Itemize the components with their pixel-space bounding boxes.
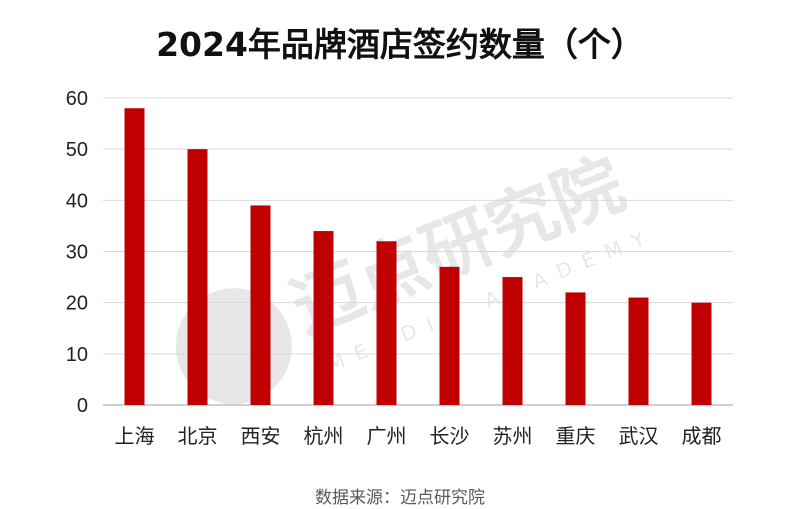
chart-title: 2024年品牌酒店签约数量（个） bbox=[156, 25, 644, 64]
source-note: 数据来源：迈点研究院 bbox=[315, 488, 485, 508]
y-tick-label: 40 bbox=[66, 190, 88, 212]
x-tick-label: 武汉 bbox=[619, 424, 659, 448]
y-tick-label: 30 bbox=[66, 242, 88, 264]
bar-7 bbox=[565, 292, 586, 405]
x-tick-label: 长沙 bbox=[430, 424, 470, 448]
y-tick-label: 50 bbox=[66, 139, 88, 161]
bars bbox=[124, 108, 712, 405]
bar-5 bbox=[439, 266, 460, 405]
x-tick-label: 广州 bbox=[367, 424, 407, 448]
bar-8 bbox=[628, 297, 649, 405]
y-tick-label: 20 bbox=[66, 293, 88, 315]
bar-6 bbox=[502, 277, 523, 405]
bar-4 bbox=[376, 241, 397, 405]
y-axis-ticks: 0 10 20 30 40 50 60 bbox=[66, 88, 88, 417]
bar-2 bbox=[250, 205, 271, 405]
bar-1 bbox=[187, 149, 208, 405]
x-tick-label: 上海 bbox=[115, 424, 155, 448]
y-tick-label: 10 bbox=[66, 344, 88, 366]
x-tick-label: 成都 bbox=[682, 424, 722, 448]
bar-9 bbox=[691, 302, 712, 405]
x-axis-ticks: 上海 北京 西安 杭州 广州 长沙 苏州 重庆 武汉 成都 bbox=[115, 424, 722, 448]
bar-0 bbox=[124, 108, 145, 405]
y-tick-label: 60 bbox=[66, 88, 88, 110]
x-tick-label: 重庆 bbox=[556, 424, 596, 448]
gridlines bbox=[103, 97, 733, 406]
x-tick-label: 西安 bbox=[241, 424, 281, 448]
x-tick-label: 北京 bbox=[178, 424, 218, 448]
x-tick-label: 杭州 bbox=[304, 424, 344, 448]
bar-3 bbox=[313, 231, 334, 405]
x-tick-label: 苏州 bbox=[493, 424, 533, 448]
y-tick-label: 0 bbox=[77, 395, 88, 417]
